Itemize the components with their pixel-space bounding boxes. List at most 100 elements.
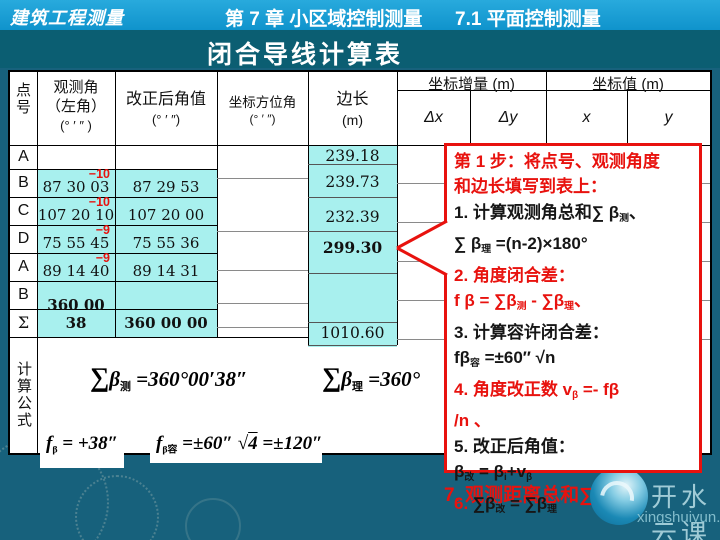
grid-line: [10, 337, 308, 338]
grid-line: [308, 231, 397, 232]
side-length-value: 232.39: [325, 208, 380, 226]
grid-line: [397, 90, 710, 91]
grid-line: [308, 273, 397, 274]
point-label: B: [18, 174, 29, 191]
corrected-angle-cell: 107 20 00: [115, 197, 217, 225]
grid-line: [308, 164, 397, 165]
grid-line: [217, 72, 218, 337]
course-title: 建筑工程测量: [10, 8, 124, 28]
corrected-angle-sum: 360 00 00: [124, 314, 208, 332]
callout-step-line: β改 = βi+vβ: [454, 462, 533, 484]
formula-allowable-error: fβ容 =±60″ √4 =±120″: [156, 433, 323, 456]
callout-step7-line: 7. 观测距离总和∑ D: [444, 485, 612, 506]
steps-callout-box: 第 1 步：将点号、观测角度 和边长填写到表上： 1. 计算观测角总和∑ β测、…: [444, 143, 702, 515]
point-label-sum: Σ: [17, 313, 30, 332]
col-header-length: 边长: [336, 91, 369, 108]
grid-line: [397, 72, 398, 345]
slide-title: 闭合导线计算表: [206, 41, 403, 69]
grid-line: [10, 225, 217, 226]
col-header-y: y: [664, 109, 673, 126]
corrected-angle: 89 14 31: [132, 262, 200, 280]
callout-step-line: 6. ∑β改 = ∑β理: [454, 493, 557, 515]
corrected-angle-cell: 75 55 36: [115, 225, 217, 253]
callout-step-line: /n 、: [454, 411, 491, 431]
col-group-coord: 坐标值 (m): [592, 76, 664, 93]
callout-pointer-arrow: [396, 219, 448, 277]
col-header-azimuth-unit: (° ′ ″): [249, 112, 276, 126]
formula-sum-theoretical: ∑β理 =360°: [322, 362, 421, 393]
decorative-swirl: [185, 498, 241, 540]
callout-step-line: f β = ∑β测 - ∑β理、: [454, 291, 591, 313]
formula-closure-error: fβ = +38″: [46, 433, 119, 456]
angle-correction: −10: [88, 195, 110, 209]
observed-angle: 75 55 45: [42, 234, 110, 252]
angle-correction: −10: [88, 167, 110, 181]
corrected-angle-cell: 89 14 31: [115, 253, 217, 281]
grid-line: [217, 303, 308, 304]
point-label: D: [17, 230, 30, 247]
col-header-observed: 观测角: [53, 79, 99, 96]
observed-angle: 107 20 10: [37, 206, 115, 224]
side-length-value: 239.18: [325, 147, 380, 165]
grid-line: [10, 169, 217, 170]
callout-step-line: fβ容 =±60″ √n: [454, 348, 556, 370]
chapter-title: 第 7 章 小区域控制测量: [225, 9, 423, 30]
observed-angle-cell: −10 87 30 03: [37, 167, 115, 197]
observed-angle: 87 30 03: [42, 178, 110, 196]
watermark-logo-icon: [590, 467, 648, 525]
observed-angle-sum: 360 00 38: [47, 296, 105, 332]
corrected-angle-sum-cell: 360 00 00: [115, 309, 217, 337]
callout-step-line: 5. 改正后角值：: [454, 436, 575, 456]
top-bar: 建筑工程测量 第 7 章 小区域控制测量 7.1 平面控制测量: [0, 0, 720, 30]
observed-angle-sum-cell: 360 00 38: [37, 296, 115, 337]
formula-backdrop: [150, 450, 322, 463]
col-header-x: x: [582, 109, 591, 126]
grid-line: [10, 281, 217, 282]
callout-step-line: 3. 计算容许闭合差：: [454, 322, 609, 342]
grid-line: [308, 322, 397, 323]
callout-step-line: 和边长填写到表上：: [454, 177, 607, 197]
section-title: 7.1 平面控制测量: [455, 9, 601, 30]
col-header-corrected-unit: (° ′ ″): [151, 112, 181, 127]
observed-angle-cell: −9 75 55 45: [37, 223, 115, 253]
grid-line: [37, 72, 38, 453]
formula-sum-observed: ∑β测 =360°00′38″: [90, 362, 248, 393]
side-length-total: 1010.60: [320, 324, 385, 342]
observed-angle-cell: −9 89 14 40: [37, 251, 115, 281]
angle-correction: −9: [95, 223, 110, 237]
grid-line: [217, 327, 308, 328]
col-header-observed-sub: （左角）: [45, 98, 106, 115]
col-header-dx: Δx: [424, 109, 443, 126]
grid-line: [217, 178, 308, 179]
calc-formula-label: 计算公式: [15, 361, 32, 429]
point-label: B: [18, 286, 29, 303]
grid-line: [10, 309, 217, 310]
grid-line: [308, 72, 309, 345]
grid-line: [308, 345, 397, 346]
corrected-angle-cell: 87 29 53: [115, 169, 217, 197]
grid-line: [217, 270, 308, 271]
grid-line: [308, 197, 397, 198]
corrected-angle: 87 29 53: [132, 178, 200, 196]
col-header-length-unit: (m): [342, 112, 363, 128]
side-length-value: 239.73: [325, 173, 380, 191]
col-header-azimuth: 坐标方位角: [228, 95, 297, 110]
callout-step-line: 第 1 步：将点号、观测角度: [454, 152, 660, 171]
traverse-table: 点号 观测角 （左角） (° ′ ″ ) 改正后角值 (° ′ ″) 坐标方位角…: [8, 70, 712, 455]
grid-line: [10, 145, 710, 146]
col-header-corrected: 改正后角值: [125, 91, 206, 108]
col-header-observed-unit: (° ′ ″ ): [60, 118, 92, 133]
col-header-dy: Δy: [498, 109, 518, 126]
col-header-point: 点号: [15, 82, 31, 116]
angle-correction: −9: [95, 251, 110, 265]
title-bar: 闭合导线计算表: [0, 30, 720, 69]
grid-line: [217, 231, 308, 232]
observed-angle: 89 14 40: [42, 262, 110, 280]
point-label: C: [17, 202, 30, 219]
grid-line: [10, 197, 217, 198]
grid-line: [10, 253, 217, 254]
formula-backdrop: [40, 450, 124, 468]
callout-step-line: 4. 角度改正数 vβ =- fβ: [454, 379, 620, 401]
watermark-name: 开水云课: [651, 482, 712, 540]
